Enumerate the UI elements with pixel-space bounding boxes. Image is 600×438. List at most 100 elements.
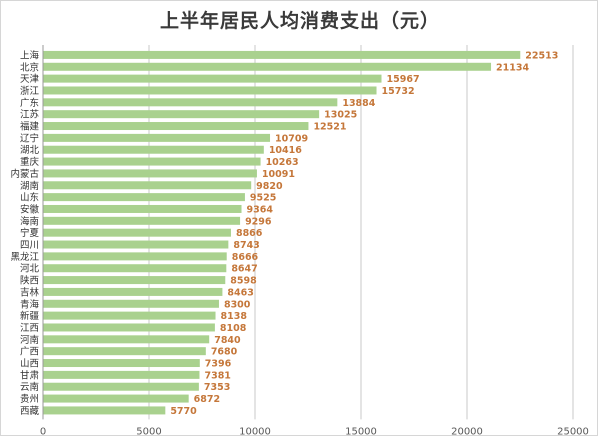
bar: [43, 98, 338, 107]
bar: [43, 216, 241, 225]
category-label: 江西: [20, 323, 39, 334]
x-tick-label: 0: [40, 426, 46, 437]
bar: [43, 347, 206, 356]
category-label: 黑龙江: [10, 251, 39, 263]
category-label: 山西: [20, 359, 39, 370]
category-label: 重庆: [20, 156, 40, 168]
category-label: 广东: [20, 97, 39, 109]
category-label: 宁夏: [20, 227, 40, 239]
bar: [43, 394, 189, 403]
bar: [43, 86, 377, 95]
category-label: 云南: [20, 381, 39, 393]
category-label: 湖南: [20, 180, 39, 192]
data-label: 15967: [387, 74, 420, 85]
category-label: 上海: [20, 49, 40, 61]
data-label: 10091: [262, 169, 295, 180]
bar: [43, 311, 216, 320]
category-label: 海南: [20, 215, 39, 227]
bar: [43, 122, 309, 131]
x-tick-label: 15000: [345, 426, 377, 437]
category-label: 湖北: [20, 145, 40, 156]
bar: [43, 74, 382, 83]
bar: [43, 50, 521, 59]
bar: [43, 276, 226, 285]
x-tick-label: 5000: [136, 426, 161, 437]
chart-title: 上半年居民人均消费支出（元）: [159, 10, 440, 32]
data-label: 7680: [211, 347, 238, 358]
data-label: 15732: [382, 86, 415, 97]
data-label: 8598: [230, 276, 257, 287]
bar: [43, 382, 199, 391]
bar: [43, 157, 261, 166]
bar: [43, 299, 219, 308]
data-label: 8108: [220, 323, 247, 334]
data-label: 6872: [194, 394, 220, 405]
bar: [43, 181, 252, 190]
data-label: 9820: [256, 181, 283, 192]
category-label: 新疆: [20, 310, 40, 322]
bar: [43, 193, 245, 202]
bar: [43, 62, 492, 71]
data-label: 8666: [232, 252, 259, 263]
category-label: 浙江: [20, 85, 40, 97]
bar: [43, 228, 231, 237]
data-label: 7381: [204, 370, 230, 381]
category-label: 内蒙古: [10, 168, 39, 180]
category-label: 甘肃: [20, 369, 39, 381]
data-label: 7840: [214, 335, 241, 346]
category-label: 辽宁: [20, 132, 39, 144]
data-label: 8743: [233, 240, 259, 251]
bar: [43, 169, 257, 178]
data-label: 10709: [275, 133, 308, 144]
data-label: 9296: [245, 216, 272, 227]
category-label: 山东: [20, 192, 39, 204]
category-label: 四川: [20, 240, 39, 251]
category-label: 天津: [20, 74, 40, 85]
category-label: 江苏: [20, 109, 40, 121]
data-label: 8300: [224, 299, 251, 310]
bar: [43, 370, 200, 379]
bar: [43, 406, 166, 415]
data-label: 13025: [324, 110, 357, 121]
bar: [43, 287, 223, 296]
data-label: 8138: [221, 311, 248, 322]
category-label: 安徽: [20, 203, 40, 215]
bar: [43, 323, 215, 332]
x-tick-label: 10000: [239, 426, 271, 437]
x-tick-label: 20000: [451, 426, 483, 437]
data-label: 5770: [170, 406, 197, 417]
data-label: 10263: [266, 157, 299, 168]
category-label: 河北: [20, 263, 40, 275]
category-label: 河南: [20, 334, 39, 346]
category-label: 福建: [20, 121, 40, 133]
category-label: 西藏: [20, 405, 40, 417]
data-label: 9364: [247, 204, 274, 215]
bar: [43, 133, 271, 142]
bar: [43, 264, 227, 273]
data-label: 8463: [227, 287, 253, 298]
data-label: 21134: [496, 62, 529, 73]
data-label: 8647: [231, 264, 257, 275]
bar: [43, 204, 242, 213]
x-tick-label: 25000: [557, 426, 589, 437]
data-label: 9525: [250, 193, 276, 204]
bar: [43, 240, 229, 249]
bar: [43, 145, 264, 154]
bar: [43, 335, 210, 344]
category-label: 青海: [20, 298, 40, 310]
data-label: 8866: [236, 228, 263, 239]
bar: [43, 252, 227, 261]
data-label: 7353: [204, 382, 230, 393]
data-label: 22513: [525, 50, 558, 61]
bar: [43, 110, 320, 119]
data-label: 7396: [205, 359, 232, 370]
data-label: 12521: [313, 122, 346, 133]
data-label: 13884: [342, 98, 375, 109]
category-label: 贵州: [20, 393, 39, 405]
data-label: 10416: [269, 145, 302, 156]
bar: [43, 359, 200, 368]
category-label: 陕西: [20, 275, 39, 287]
category-label: 北京: [20, 61, 39, 73]
